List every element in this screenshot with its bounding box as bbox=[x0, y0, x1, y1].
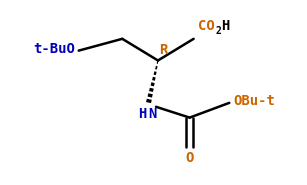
Text: H: H bbox=[138, 107, 146, 121]
Text: t-BuO: t-BuO bbox=[33, 42, 75, 56]
Text: R: R bbox=[159, 43, 167, 57]
Text: OBu-t: OBu-t bbox=[233, 94, 275, 108]
Text: 2: 2 bbox=[216, 26, 221, 36]
Text: O: O bbox=[185, 151, 194, 165]
Text: N: N bbox=[148, 107, 157, 121]
Text: CO: CO bbox=[198, 19, 214, 33]
Text: H: H bbox=[221, 19, 230, 33]
